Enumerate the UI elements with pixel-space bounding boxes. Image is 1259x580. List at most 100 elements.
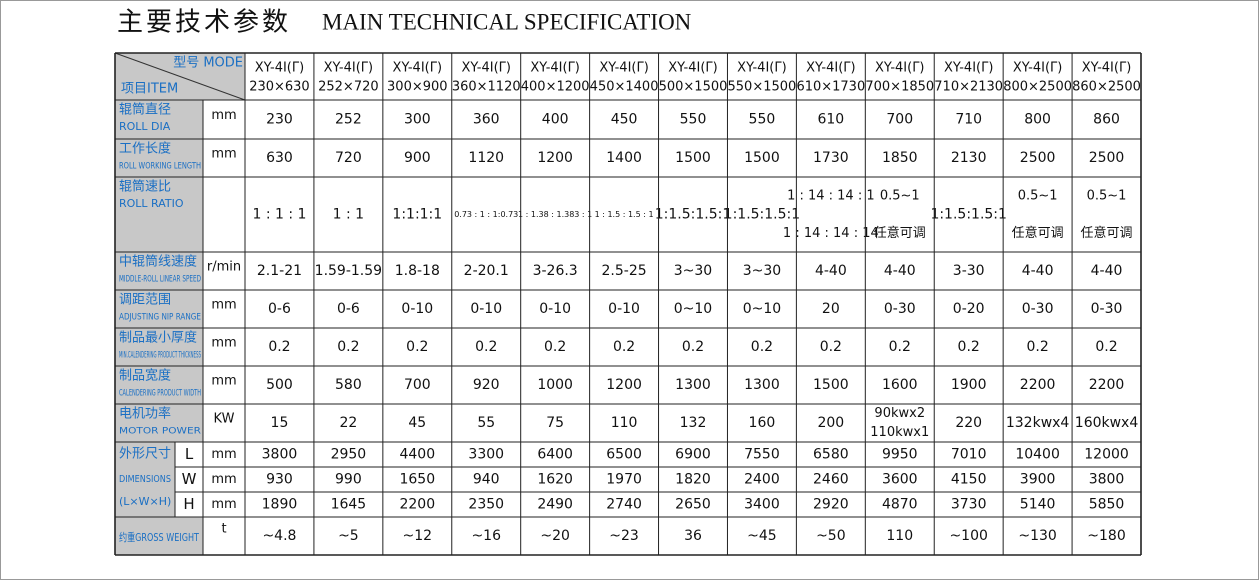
row-label-en: ROLL RATIO (119, 197, 184, 210)
cell-value: 700 (886, 112, 913, 128)
cell-value: ~5 (338, 528, 359, 544)
model-size: 700×1850 (865, 80, 934, 95)
cell-value: 0-6 (268, 301, 291, 317)
cell-value: 6500 (606, 447, 642, 463)
cell-value: 550 (680, 112, 707, 128)
cell-value: 3~30 (674, 263, 712, 279)
cell-value: 630 (266, 150, 293, 166)
cell-value: 10400 (1015, 447, 1060, 463)
cell-value: 1 : 1 : 1 (252, 207, 306, 223)
cell-value: 0.2 (1026, 339, 1048, 355)
cell-value: ~16 (471, 528, 501, 544)
model-size: 800×2500 (1003, 80, 1072, 95)
cell-value: 0-10 (470, 301, 502, 317)
cell-value: 0-10 (539, 301, 571, 317)
cell-value: 1.59-1.59 (315, 263, 382, 279)
cell-value: 1890 (262, 497, 298, 513)
cell-value: 1850 (882, 150, 918, 166)
cell-value: 45 (408, 415, 426, 431)
cell-value: 610 (817, 112, 844, 128)
cell-value: 0.2 (544, 339, 566, 355)
cell-value: 1600 (882, 377, 918, 393)
cell-value: 任意可调 (874, 225, 926, 241)
cell-value: 1 : 1.5 : 1.5 : 1 (595, 210, 654, 219)
cell-value: 132 (680, 415, 707, 431)
cell-value: 0-30 (1022, 301, 1054, 317)
row-label-en: MIN.CALENDERING PRODUCT THICKNESS (119, 351, 201, 361)
cell-value: 22 (339, 415, 357, 431)
cell-value: 1620 (537, 472, 573, 488)
cell-value: 0-10 (401, 301, 433, 317)
cell-value: 0.2 (958, 339, 980, 355)
cell-value: 2.5-25 (602, 263, 647, 279)
cell-value: 3900 (1020, 472, 1056, 488)
cell-value: 任意可调 (1012, 225, 1064, 241)
title-en: MAIN TECHNICAL SPECIFICATION (322, 9, 692, 34)
model-size: 710×2130 (934, 80, 1003, 95)
cell-value: 0.73 : 1 : 1:0.73 (454, 210, 518, 219)
cell-value: ~12 (403, 528, 433, 544)
cell-value: 800 (1024, 112, 1051, 128)
cell-value: 500 (266, 377, 293, 393)
row-label-cn: 辊筒速比 (119, 179, 171, 195)
model-name: XY-4I(Γ) (530, 61, 580, 76)
label-bg (115, 177, 203, 252)
model-size: 300×900 (387, 80, 448, 95)
model-name: XY-4I(Γ) (324, 61, 374, 76)
cell-value: 0.5~1 (880, 188, 920, 203)
cell-value: 4-40 (1022, 263, 1054, 279)
cell-value: 0.2 (682, 339, 704, 355)
cell-value: 3400 (744, 497, 780, 513)
cell-value: 1120 (468, 150, 504, 166)
row-unit: mm (211, 497, 236, 512)
label-bg (115, 100, 203, 139)
cell-value: 400 (542, 112, 569, 128)
row-unit: r/min (207, 260, 241, 275)
cell-value: 720 (335, 150, 362, 166)
cell-value: 940 (473, 472, 500, 488)
cell-value: ~23 (609, 528, 639, 544)
cell-value: ~50 (816, 528, 846, 544)
row-unit: mm (211, 298, 236, 313)
cell-value: 920 (473, 377, 500, 393)
cell-value: 3~30 (743, 263, 781, 279)
cell-value: ~100 (949, 528, 987, 544)
cell-value: 90kwx2 (874, 406, 925, 421)
label-bg (115, 517, 203, 555)
cell-value: 2920 (813, 497, 849, 513)
cell-value: 1500 (813, 377, 849, 393)
cell-value: 4400 (399, 447, 435, 463)
cell-value: 220 (955, 415, 982, 431)
cell-value: 0.2 (268, 339, 290, 355)
cell-value: 0.2 (475, 339, 497, 355)
cell-value: 1200 (537, 150, 573, 166)
cell-value: 5850 (1089, 497, 1125, 513)
cell-value: 1000 (537, 377, 573, 393)
cell-value: 160kwx4 (1075, 415, 1139, 431)
cell-value: 700 (404, 377, 431, 393)
cell-value: 2950 (331, 447, 367, 463)
cell-value: 1820 (675, 472, 711, 488)
cell-value: 3-26.3 (533, 263, 578, 279)
cell-value: 0-30 (1091, 301, 1123, 317)
cell-value: 4-40 (1091, 263, 1123, 279)
cell-value: 3300 (468, 447, 504, 463)
cell-value: 252 (335, 112, 362, 128)
cell-value: 20 (822, 301, 840, 317)
cell-value: 1300 (675, 377, 711, 393)
cell-value: 4870 (882, 497, 918, 513)
cell-value: 860 (1093, 112, 1120, 128)
model-name: XY-4I(Γ) (668, 61, 718, 76)
row-label-cn: 制品最小厚度 (119, 330, 197, 346)
label-bg (115, 328, 203, 366)
cell-value: 0-10 (608, 301, 640, 317)
cell-value: 0.2 (406, 339, 428, 355)
cell-value: 900 (404, 150, 431, 166)
model-name: XY-4I(Γ) (599, 61, 649, 76)
title-cn: 主要技术参数 (117, 8, 291, 38)
dim-label-formula: (L×W×H) (119, 495, 171, 508)
model-size: 252×720 (318, 80, 379, 95)
cell-value: 710 (955, 112, 982, 128)
cell-value: 任意可调 (1081, 225, 1133, 241)
cell-value: 550 (749, 112, 776, 128)
